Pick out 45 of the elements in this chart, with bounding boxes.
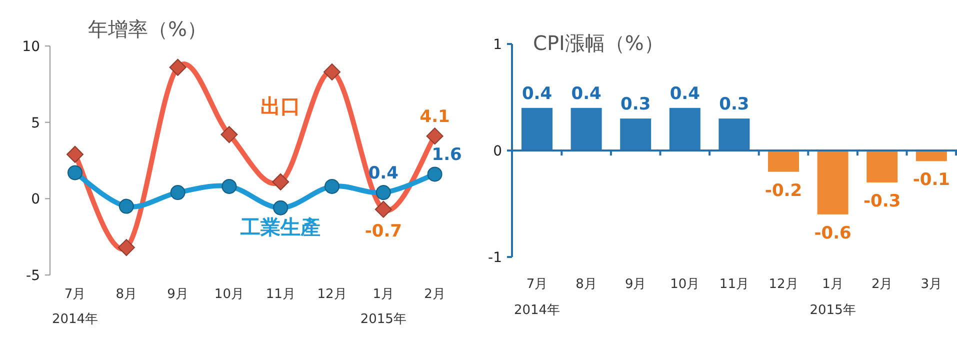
- data-label: 0.3: [719, 94, 750, 115]
- data-label: -0.1: [912, 170, 950, 190]
- x-tick-label: 1月: [372, 287, 394, 302]
- text: 2014年: [514, 303, 560, 318]
- data-label: -0.3: [864, 191, 901, 212]
- data-label: -0.7: [364, 221, 402, 242]
- y-tick-label: 0: [493, 144, 502, 160]
- x-tick-label: 2月: [871, 277, 893, 292]
- data-label: 0.4: [670, 84, 700, 104]
- data-label: 4.1: [420, 107, 450, 128]
- x-tick-label: 12月: [768, 277, 798, 292]
- x-tick-label: 10月: [670, 277, 700, 292]
- x-tick-label: 9月: [624, 277, 646, 292]
- text: 2014年: [52, 312, 98, 327]
- text: 2015年: [360, 312, 406, 327]
- x-tick-label: 7月: [526, 277, 548, 292]
- data-label: 0.4: [571, 84, 602, 104]
- y-tick-label: 10: [22, 39, 40, 55]
- data-label: 0.3: [620, 94, 651, 115]
- series-label: 工業生產: [240, 215, 321, 239]
- series-label: 出口: [260, 94, 301, 118]
- x-tick-label: 11月: [719, 277, 749, 292]
- y-tick-label: 5: [31, 115, 40, 132]
- x-tick-label: 8月: [116, 287, 138, 302]
- data-label: 1.6: [432, 145, 462, 166]
- y-tick-label: -5: [26, 268, 40, 284]
- data-label: -0.2: [764, 180, 802, 201]
- chart-title: CPI漲幅（%）: [533, 31, 664, 55]
- x-tick-label: 11月: [266, 287, 296, 302]
- x-tick-label: 12月: [317, 287, 347, 302]
- y-tick-label: -1: [488, 250, 502, 266]
- x-tick-label: 8月: [576, 277, 597, 292]
- x-tick-label: 1月: [822, 277, 844, 292]
- x-tick-label: 9月: [167, 287, 188, 302]
- text: 2015年: [810, 303, 856, 318]
- data-label: 0.4: [522, 84, 552, 104]
- x-tick-label: 2月: [424, 287, 446, 302]
- x-tick-label: 3月: [920, 277, 942, 292]
- data-label: -0.6: [814, 223, 852, 244]
- x-tick-label: 10月: [214, 287, 244, 302]
- data-label: 0.4: [368, 164, 399, 184]
- x-tick-label: 7月: [64, 287, 86, 302]
- y-tick-label: 1: [493, 37, 502, 53]
- y-tick-label: 0: [31, 192, 40, 208]
- chart-title: 年增率（%）: [88, 17, 208, 41]
